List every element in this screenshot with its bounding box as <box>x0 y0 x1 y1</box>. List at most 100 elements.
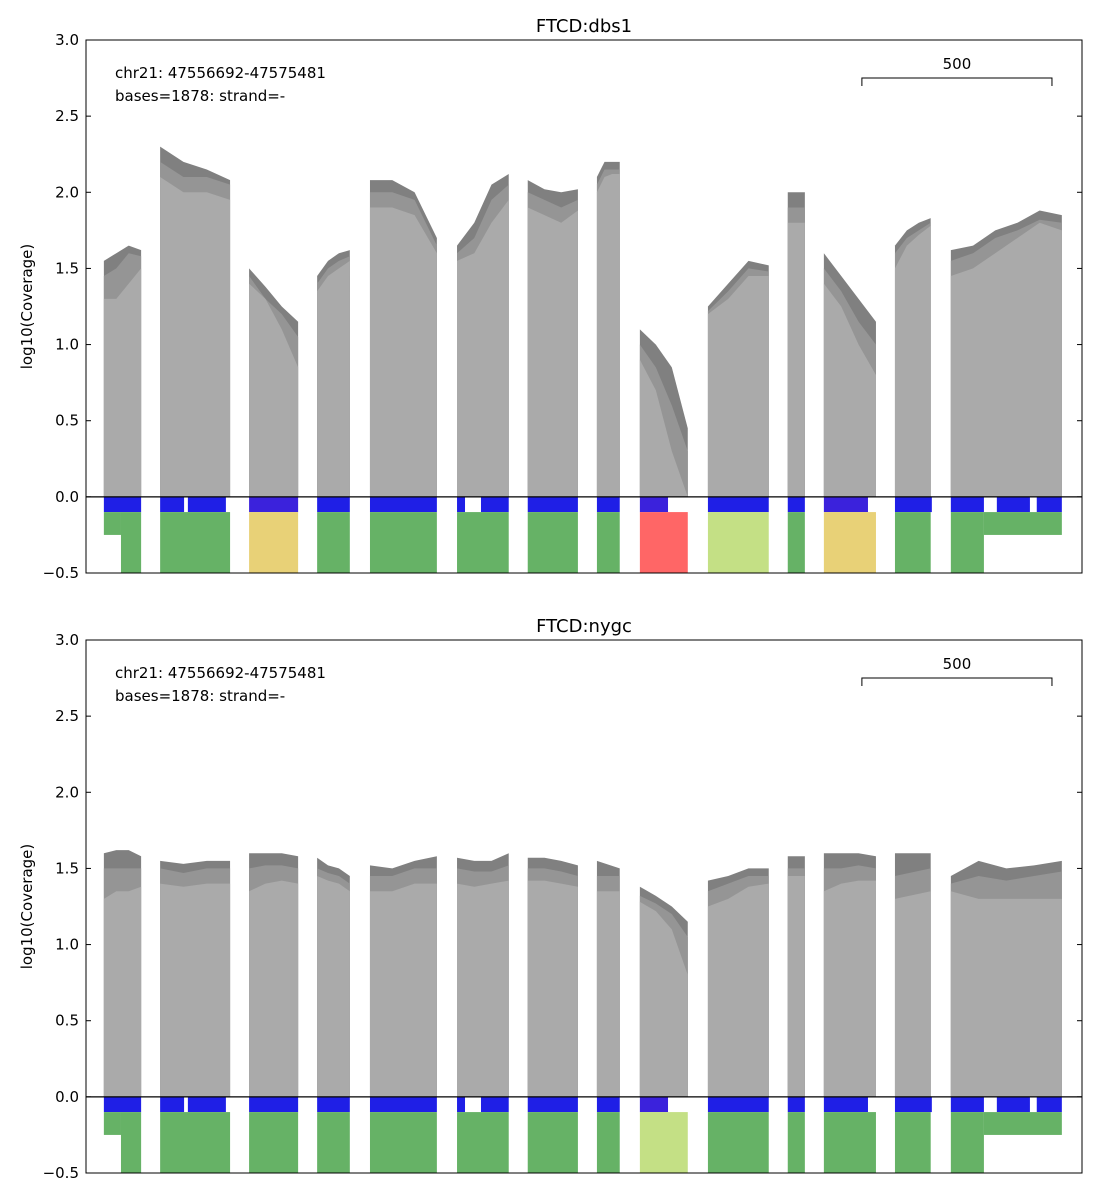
y-axis-label: log10(Coverage) <box>18 844 36 970</box>
coverage-area <box>160 883 231 1097</box>
annotation: chr21: 47556692-47575481 <box>115 664 326 682</box>
coverage-area <box>317 260 350 497</box>
exon-block <box>823 496 868 513</box>
y-tick-label: −0.5 <box>43 564 79 582</box>
coverage-area <box>317 876 350 1097</box>
annotation-track <box>596 512 620 573</box>
coverage-area <box>823 283 876 497</box>
annotation-track <box>527 1112 578 1173</box>
exon-block <box>160 1096 185 1113</box>
annotation: chr21: 47556692-47575481 <box>115 64 326 82</box>
scale-bar <box>861 77 1053 86</box>
annotation-track <box>983 1112 1062 1135</box>
exon-block <box>249 496 299 513</box>
coverage-area <box>103 268 142 497</box>
axes-frame <box>85 39 1083 574</box>
y-tick-label: 1.0 <box>55 936 79 954</box>
exon-block <box>187 496 226 513</box>
annotation-track <box>639 1112 688 1173</box>
coverage-area <box>707 276 769 497</box>
coverage-area <box>950 891 1062 1097</box>
annotation-track <box>527 512 578 573</box>
annotation-track <box>950 512 984 573</box>
coverage-area <box>639 901 688 1097</box>
exon-block <box>457 1096 466 1113</box>
y-tick-label: 2.5 <box>55 707 79 725</box>
exon-block <box>639 496 669 513</box>
coverage-area <box>894 225 931 497</box>
annotation-track <box>894 512 931 573</box>
annotation-track <box>317 1112 350 1173</box>
coverage-area <box>457 199 509 497</box>
y-tick-label: 0.0 <box>55 1088 79 1106</box>
annotation: bases=1878: strand=- <box>115 687 285 705</box>
annotation-track <box>596 1112 620 1173</box>
y-tick-label: 1.5 <box>55 859 79 877</box>
y-tick-label: 3.0 <box>55 631 79 649</box>
exon-block <box>950 496 984 513</box>
y-tick-label: −0.5 <box>43 1164 79 1182</box>
exon-block <box>527 1096 578 1113</box>
exon-block <box>480 496 509 513</box>
coverage-area <box>369 883 437 1097</box>
annotation-track <box>160 512 231 573</box>
annotation-track <box>457 1112 509 1173</box>
annotation-track <box>707 1112 769 1173</box>
exon-block <box>249 1096 299 1113</box>
coverage-area <box>596 891 620 1097</box>
exon-block <box>1036 496 1062 513</box>
scale-bar-label: 500 <box>943 655 972 673</box>
exon-block <box>707 1096 769 1113</box>
exon-block <box>787 1096 805 1113</box>
exon-block <box>457 496 466 513</box>
coverage-area <box>103 886 142 1097</box>
coverage-area <box>787 222 805 497</box>
y-tick-label: 0.5 <box>55 412 79 430</box>
exon-block <box>787 496 805 513</box>
coverage-area <box>249 880 299 1097</box>
annotation-track <box>707 512 769 573</box>
coverage-area <box>639 359 688 497</box>
scale-bar-label: 500 <box>943 55 972 73</box>
exon-block <box>480 1096 509 1113</box>
exon-block <box>317 496 350 513</box>
axes-frame <box>85 639 1083 1174</box>
coverage-area <box>369 207 437 497</box>
y-tick-label: 1.0 <box>55 336 79 354</box>
annotation: bases=1878: strand=- <box>115 87 285 105</box>
exon-block <box>950 1096 984 1113</box>
annotation-track <box>823 512 876 573</box>
annotation-track <box>983 512 1062 535</box>
y-axis-label: log10(Coverage) <box>18 244 36 370</box>
exon-block <box>596 1096 620 1113</box>
exon-block <box>996 1096 1030 1113</box>
exon-block <box>1036 1096 1062 1113</box>
exon-block <box>596 496 620 513</box>
coverage-area <box>596 174 620 497</box>
coverage-area <box>787 876 805 1097</box>
exon-block <box>187 1096 226 1113</box>
coverage-area <box>527 207 578 497</box>
coverage-area <box>950 222 1062 497</box>
exon-block <box>103 496 142 513</box>
annotation-track <box>317 512 350 573</box>
coverage-area <box>457 880 509 1097</box>
scale-bar <box>861 677 1053 686</box>
annotation-track <box>787 512 805 573</box>
exon-block <box>527 496 578 513</box>
annotation-track <box>369 512 437 573</box>
exon-block <box>707 496 769 513</box>
y-tick-label: 3.0 <box>55 31 79 49</box>
annotation-track <box>103 1112 121 1135</box>
coverage-area <box>160 177 231 497</box>
y-tick-label: 0.5 <box>55 1012 79 1030</box>
annotation-track <box>894 1112 931 1173</box>
y-tick-label: 0.0 <box>55 488 79 506</box>
coverage-area <box>894 891 931 1097</box>
exon-block <box>894 1096 932 1113</box>
annotation-track <box>950 1112 984 1173</box>
annotation-track <box>249 1112 299 1173</box>
exon-block <box>823 1096 868 1113</box>
chart-title: FTCD:dbs1 <box>536 16 632 37</box>
